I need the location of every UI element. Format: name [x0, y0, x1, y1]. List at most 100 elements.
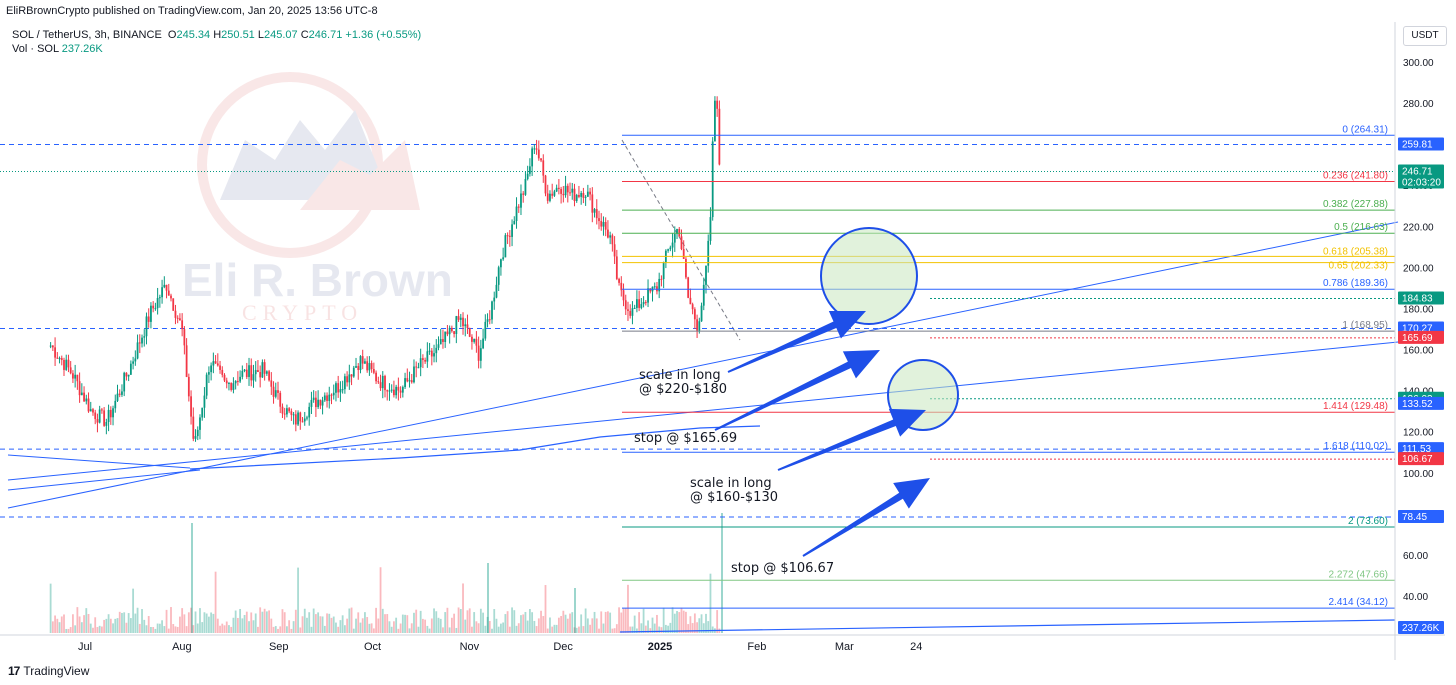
- candle-body: [504, 235, 507, 258]
- fib-level-label: 0.5 (216.63): [1334, 222, 1388, 233]
- volume-bar: [158, 623, 161, 633]
- candle-body: [676, 228, 678, 235]
- volume-bar: [286, 626, 288, 633]
- volume-bar: [698, 618, 701, 633]
- volume-bar: [624, 608, 627, 633]
- candle-body: [711, 141, 714, 218]
- candle-body: [314, 397, 317, 408]
- volume-bar: [203, 612, 206, 633]
- fib-retracement[interactable]: 0 (264.31) 0.236 (241.80) 0.382 (227.88) 0.…: [622, 124, 1395, 609]
- volume-bar: [49, 583, 52, 633]
- volume-bar: [265, 611, 268, 633]
- volume-bar: [475, 621, 478, 633]
- volume-bar: [381, 608, 384, 633]
- volume-bar: [502, 622, 505, 633]
- volume-bar: [564, 614, 567, 633]
- volume-bar: [181, 608, 184, 633]
- candle-body: [647, 288, 649, 303]
- candle-body: [297, 412, 299, 425]
- volume-bar: [491, 628, 493, 633]
- time-axis-label: Oct: [364, 641, 381, 653]
- candle-body: [419, 358, 422, 368]
- candle-body: [199, 417, 201, 430]
- candle-body: [145, 316, 148, 337]
- fib-diagonal: [621, 139, 741, 341]
- trendline-short: [7, 469, 201, 491]
- candle-body: [203, 395, 206, 408]
- volume-bar: [330, 617, 333, 633]
- candle-body: [381, 375, 384, 389]
- candle-body: [413, 366, 415, 383]
- candle-body: [564, 185, 567, 196]
- volume-bar: [631, 626, 634, 633]
- candle-body: [642, 302, 645, 305]
- candle-body: [584, 196, 587, 198]
- candle-body: [85, 398, 88, 402]
- volume-bar: [109, 618, 112, 633]
- volume-bar: [125, 622, 128, 633]
- volume-bar: [272, 626, 275, 633]
- volume-bar: [477, 623, 480, 633]
- price-tag: [1398, 442, 1444, 456]
- candle-body: [152, 305, 155, 309]
- volume-bar: [678, 612, 681, 633]
- volume-bar: [705, 613, 707, 633]
- volume-bar: [640, 623, 643, 633]
- candle-body: [473, 338, 476, 342]
- candle-body: [428, 350, 431, 352]
- volume-bar: [257, 626, 259, 633]
- candle-body: [80, 392, 83, 396]
- currency-selector[interactable]: USDT: [1403, 26, 1447, 46]
- volume-bar: [691, 623, 694, 633]
- candle-body: [277, 390, 279, 393]
- volume-bar: [408, 628, 411, 633]
- volume-bar: [370, 623, 373, 633]
- volume-bar: [602, 623, 605, 633]
- volume-bar: [245, 611, 248, 633]
- candle-body: [537, 149, 540, 159]
- candle-body: [174, 310, 177, 318]
- candle-body: [187, 376, 190, 397]
- candle-body: [183, 329, 186, 346]
- candle-body: [179, 318, 181, 321]
- volume-bar: [486, 616, 489, 633]
- candle-body: [569, 192, 571, 194]
- footer-brand[interactable]: 17 TradingView: [8, 664, 89, 678]
- price-tag: [1398, 330, 1444, 344]
- volume-bar: [85, 608, 88, 633]
- volume-bar: [339, 620, 342, 633]
- candle-body: [553, 191, 556, 196]
- symbol-name[interactable]: SOL / TetherUS, 3h, BINANCE: [12, 29, 162, 41]
- volume-bar: [56, 618, 59, 633]
- time-axis[interactable]: Jul Aug Sep Oct Nov Dec 2025 Feb Mar 24: [78, 641, 922, 653]
- candle-body: [546, 193, 549, 201]
- fib-level-label: 0.236 (241.80): [1323, 171, 1388, 182]
- candle-body: [49, 345, 52, 347]
- candle-body: [638, 299, 641, 308]
- candle-body: [702, 284, 705, 306]
- volume-bar: [214, 571, 217, 633]
- volume-bar: [65, 628, 68, 633]
- volume-bar: [622, 608, 625, 633]
- candle-body: [517, 206, 520, 208]
- candle-body: [127, 374, 130, 377]
- candle-body: [562, 193, 565, 196]
- candle-body: [94, 412, 97, 420]
- volume-bar: [328, 613, 331, 633]
- candle-body: [321, 400, 324, 406]
- candle-body: [607, 229, 609, 238]
- price-axis-label: 200.00: [1403, 263, 1434, 274]
- candle-body: [270, 380, 273, 387]
- candle-body: [150, 305, 152, 322]
- candle-body: [96, 419, 99, 423]
- volume-bar: [123, 612, 126, 633]
- candle-body: [578, 194, 580, 197]
- volume-label[interactable]: Vol · SOL: [12, 43, 59, 55]
- price-tag-label: 78.45: [1402, 512, 1427, 523]
- volume-bar: [294, 609, 297, 633]
- volume-bar: [277, 628, 279, 633]
- volume-bar: [504, 614, 507, 633]
